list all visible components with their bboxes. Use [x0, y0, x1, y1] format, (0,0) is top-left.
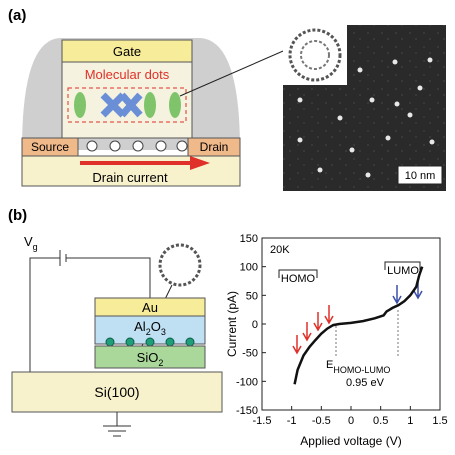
y-tick-label: 50 — [246, 290, 258, 302]
ground — [103, 412, 131, 436]
drain-label: Drain — [200, 140, 229, 154]
source-label: Source — [31, 140, 69, 154]
formula: SiO — [137, 350, 159, 365]
formula: Al — [134, 319, 146, 334]
scale-label: 10 nm — [405, 170, 436, 182]
x-tick-label: -0.5 — [312, 415, 331, 427]
x-tick-label: -1 — [287, 415, 297, 427]
formula: O — [151, 319, 161, 334]
y-tick-label: 0 — [252, 319, 258, 331]
formula-sub: 3 — [161, 327, 166, 337]
panel-label: (b) — [8, 207, 27, 224]
vg-sub: g — [33, 242, 38, 252]
gap-marker — [336, 310, 398, 356]
annotation: 0.95 eV — [346, 377, 385, 389]
y-axis-label: Current (pA) — [225, 291, 239, 357]
y-tick-label: 100 — [240, 262, 258, 274]
panel-label: (a) — [8, 7, 26, 24]
y-tick-label: -100 — [236, 376, 258, 388]
si-label: Si(100) — [94, 384, 139, 400]
gap-symbol: E — [326, 359, 333, 371]
x-tick-label: 0 — [348, 415, 354, 427]
vg-label: Vg — [24, 234, 38, 252]
chart: Current (pA) Applied voltage (V) 20K HOM… — [225, 233, 448, 448]
x-tick-label: 0.5 — [373, 415, 388, 427]
x-axis-label: Applied voltage (V) — [300, 434, 401, 448]
y-tick-label: -50 — [242, 348, 258, 360]
y-tick-label: 150 — [240, 233, 258, 245]
annotation: LUMO — [387, 265, 419, 277]
annotation: EHOMO-LUMO — [326, 359, 390, 375]
x-tick-label: -1.5 — [253, 415, 272, 427]
fullerene-inset — [283, 25, 347, 85]
figure: (a) Gate Molecular dots Source Drain Dra… — [0, 0, 455, 450]
vg-main: V — [24, 234, 33, 249]
gap-subscript: HOMO-LUMO — [333, 365, 390, 375]
current-label: Drain current — [92, 170, 168, 185]
x-tick-label: 1 — [407, 415, 413, 427]
annotation: HOMO — [281, 273, 316, 285]
formula-sub: 2 — [158, 358, 163, 368]
fullerene — [160, 245, 200, 285]
annotation: 20K — [270, 244, 290, 256]
dots-label: Molecular dots — [85, 67, 170, 82]
au-label: Au — [142, 300, 158, 315]
gate-label: Gate — [113, 44, 141, 59]
x-tick-label: 1.5 — [432, 415, 447, 427]
